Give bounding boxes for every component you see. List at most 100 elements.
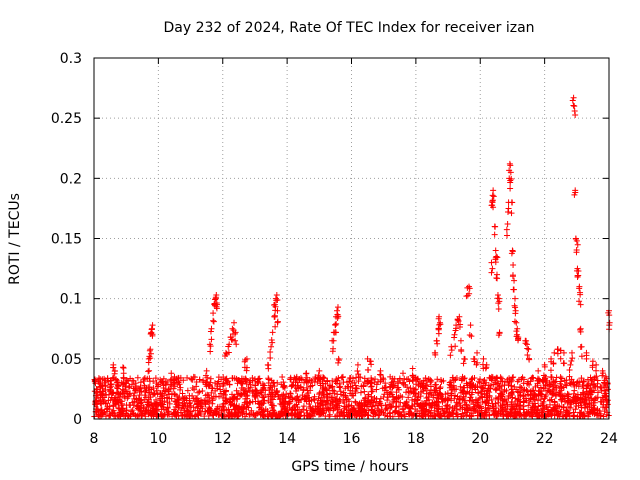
roti-point (140, 405, 147, 412)
roti-point (461, 356, 468, 363)
roti-point (289, 382, 296, 389)
roti-point (517, 391, 524, 398)
roti-point (368, 397, 375, 404)
roti-point (456, 397, 463, 404)
roti-point (268, 390, 275, 397)
roti-point (312, 374, 319, 381)
roti-point (146, 347, 153, 354)
roti-point (146, 378, 153, 385)
roti-point (568, 357, 575, 364)
roti-point (354, 367, 361, 374)
roti-point (495, 306, 502, 313)
roti-point (261, 397, 268, 404)
roti-point (208, 336, 215, 343)
roti-point (368, 407, 375, 414)
roti-point (249, 411, 256, 418)
roti-point (460, 360, 467, 367)
roti-point (310, 396, 317, 403)
roti-point (452, 343, 459, 350)
roti-point (514, 325, 521, 332)
roti-point (295, 397, 302, 404)
roti-point (278, 392, 285, 399)
roti-point (470, 405, 477, 412)
roti-point (273, 297, 280, 304)
roti-point (576, 409, 583, 416)
roti-point (122, 383, 129, 390)
roti-point (481, 376, 488, 383)
roti-point (478, 403, 485, 410)
x-tick-label: 10 (149, 431, 167, 447)
roti-point (305, 413, 312, 420)
roti-point (210, 318, 217, 325)
roti-point (390, 399, 397, 406)
roti-point (146, 375, 153, 382)
roti-point (268, 412, 275, 419)
roti-point (291, 402, 298, 409)
roti-point (119, 386, 126, 393)
roti-point (230, 394, 237, 401)
roti-point (252, 392, 259, 399)
roti-point (563, 377, 570, 384)
roti-point (587, 391, 594, 398)
roti-point (407, 405, 414, 412)
roti-point (342, 394, 349, 401)
roti-point (449, 410, 456, 417)
roti-point (288, 383, 295, 390)
roti-point (337, 398, 344, 405)
roti-point (574, 272, 581, 279)
y-tick-label: 0.3 (60, 51, 82, 67)
roti-point (95, 412, 102, 419)
roti-point (202, 400, 209, 407)
roti-point (450, 407, 457, 414)
roti-point (131, 395, 138, 402)
roti-point (475, 402, 482, 409)
roti-point (223, 407, 230, 414)
roti-point (455, 318, 462, 325)
roti-point (106, 384, 113, 391)
roti-point (154, 412, 161, 419)
roti-point (375, 412, 382, 419)
roti-point (466, 380, 473, 387)
roti-point (237, 409, 244, 416)
roti-point (586, 404, 593, 411)
roti-point (395, 408, 402, 415)
roti-point (534, 377, 541, 384)
roti-point (547, 388, 554, 395)
roti-point (354, 361, 361, 368)
roti-point (440, 409, 447, 416)
roti-point (256, 404, 263, 411)
roti-point (387, 402, 394, 409)
roti-point (493, 253, 500, 260)
grid-lines (94, 58, 609, 419)
roti-point (400, 370, 406, 377)
roti-point (523, 337, 530, 344)
roti-point (327, 383, 334, 390)
roti-point (444, 390, 451, 397)
roti-point (216, 383, 223, 390)
roti-point (153, 380, 160, 387)
roti-point (225, 343, 232, 350)
roti-point (129, 399, 136, 406)
roti-point (265, 375, 272, 382)
roti-point (457, 405, 464, 412)
roti-point (551, 405, 558, 412)
roti-point (258, 411, 265, 418)
roti-point (505, 205, 512, 212)
roti-point (223, 387, 230, 394)
roti-point (225, 349, 232, 356)
roti-point (511, 277, 518, 284)
roti-point (196, 407, 203, 414)
roti-point (233, 403, 240, 410)
roti-point (550, 360, 557, 367)
roti-point (244, 395, 251, 402)
roti-point (497, 374, 504, 381)
roti-point (212, 294, 219, 301)
roti-point (357, 389, 364, 396)
y-tick-label: 0.15 (51, 232, 82, 248)
roti-point (593, 412, 600, 419)
roti-point (377, 372, 384, 379)
roti-point (462, 409, 469, 416)
roti-point (248, 407, 255, 414)
roti-point (333, 320, 340, 327)
roti-point (108, 410, 115, 417)
